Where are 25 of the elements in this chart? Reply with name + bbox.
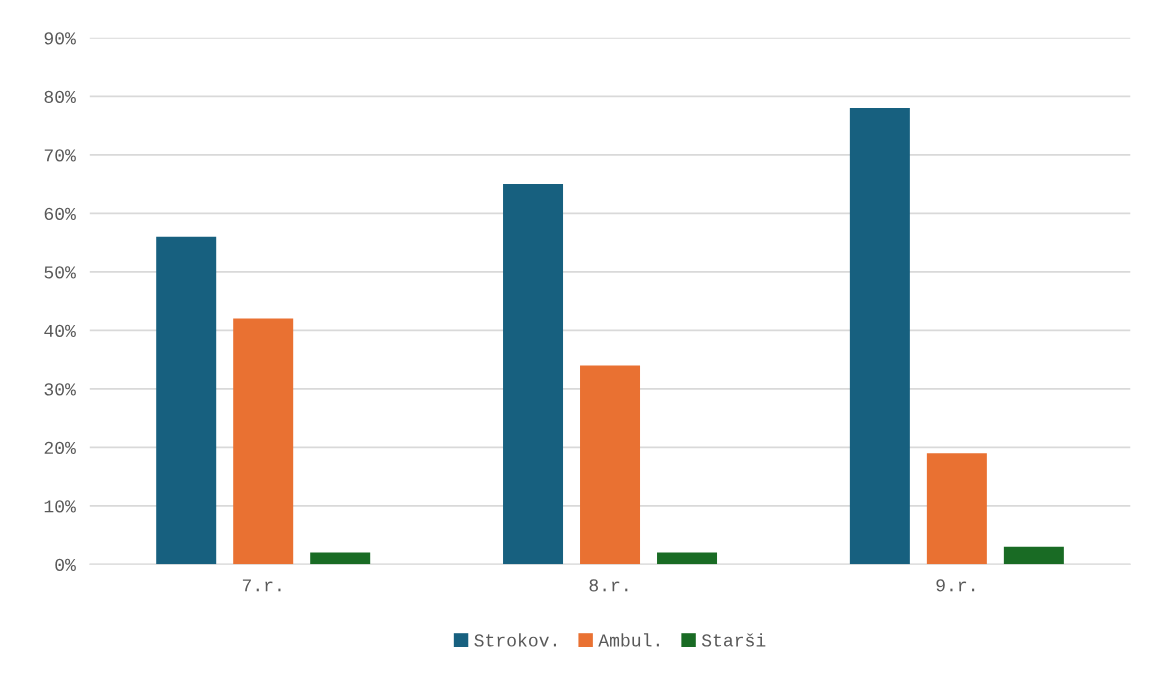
y-tick-label: 90% [44,32,76,45]
bar [926,453,987,565]
x-tick-label: 8.r. [589,579,628,592]
y-tick-label: 20% [44,441,76,455]
bar [657,552,718,565]
y-tick-label: 70% [44,149,76,162]
bar [233,318,294,565]
legend-label: Starši [701,633,766,647]
y-tick-label: 50% [44,266,76,279]
y-tick-label: 10% [44,500,76,513]
legend-label: Strokov. [474,633,556,647]
bar [310,552,371,565]
bar [503,184,564,565]
y-tick-label: 30% [44,383,76,396]
x-tick-label: 9.r. [936,579,975,592]
y-tick-label: 0% [55,558,76,572]
bar [1003,546,1064,565]
legend-label: Ambul. [598,633,659,647]
y-tick-label: 60% [44,207,76,221]
bar [156,236,217,565]
x-tick-label: 7.r. [242,579,281,592]
y-tick-label: 80% [44,90,76,104]
bar [849,108,910,565]
bar [580,365,641,565]
y-tick-label: 40% [44,324,76,338]
